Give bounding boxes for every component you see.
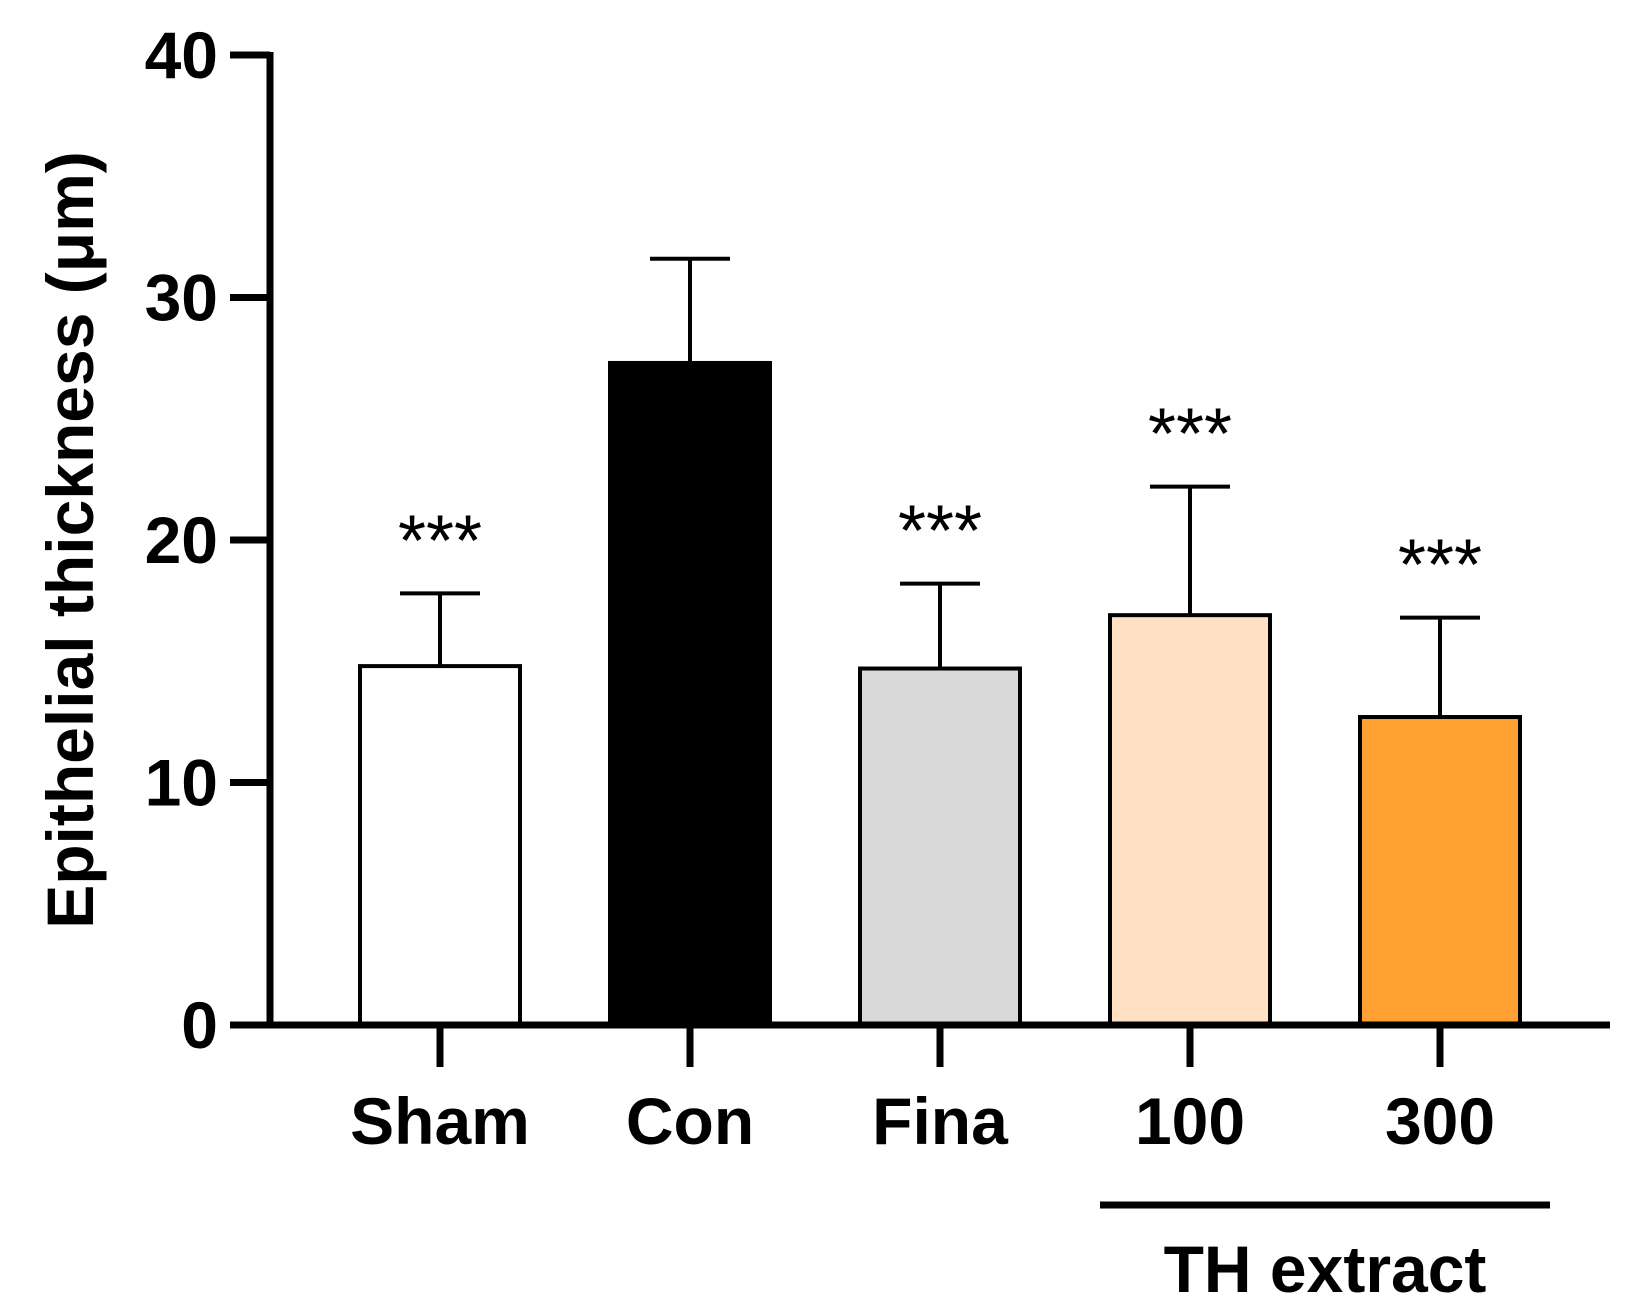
- y-tick-label: 30: [145, 261, 218, 335]
- bar-fina: [858, 666, 1022, 1028]
- y-axis-ticks: 0 10 20 30 40: [145, 18, 270, 1062]
- bar-con: [608, 360, 772, 1028]
- y-tick-label: 40: [145, 18, 218, 92]
- significance-marker: ***: [898, 492, 982, 572]
- x-tick-label: Con: [626, 1084, 754, 1158]
- bar-300: [1358, 715, 1522, 1028]
- x-tick-label: 300: [1385, 1084, 1495, 1158]
- significance-marker: ***: [1398, 526, 1482, 606]
- x-tick-label: 100: [1135, 1084, 1245, 1158]
- bar-100: [1108, 613, 1272, 1027]
- x-tick-label: Sham: [350, 1084, 530, 1158]
- y-tick-label: 10: [145, 746, 218, 820]
- significance-marker: ***: [398, 501, 482, 581]
- x-tick-label: Fina: [872, 1084, 1009, 1158]
- group-label: TH extract: [1164, 1232, 1487, 1306]
- bar-sham: [358, 664, 522, 1027]
- y-axis-title: Epithelial thickness (μm): [33, 151, 107, 929]
- bars: *** *** *** ***: [358, 256, 1522, 1028]
- x-axis-ticks: Sham Con Fina 100 300: [350, 1025, 1495, 1158]
- significance-marker: ***: [1148, 395, 1232, 475]
- y-tick-label: 0: [181, 988, 218, 1062]
- y-tick-label: 20: [145, 503, 218, 577]
